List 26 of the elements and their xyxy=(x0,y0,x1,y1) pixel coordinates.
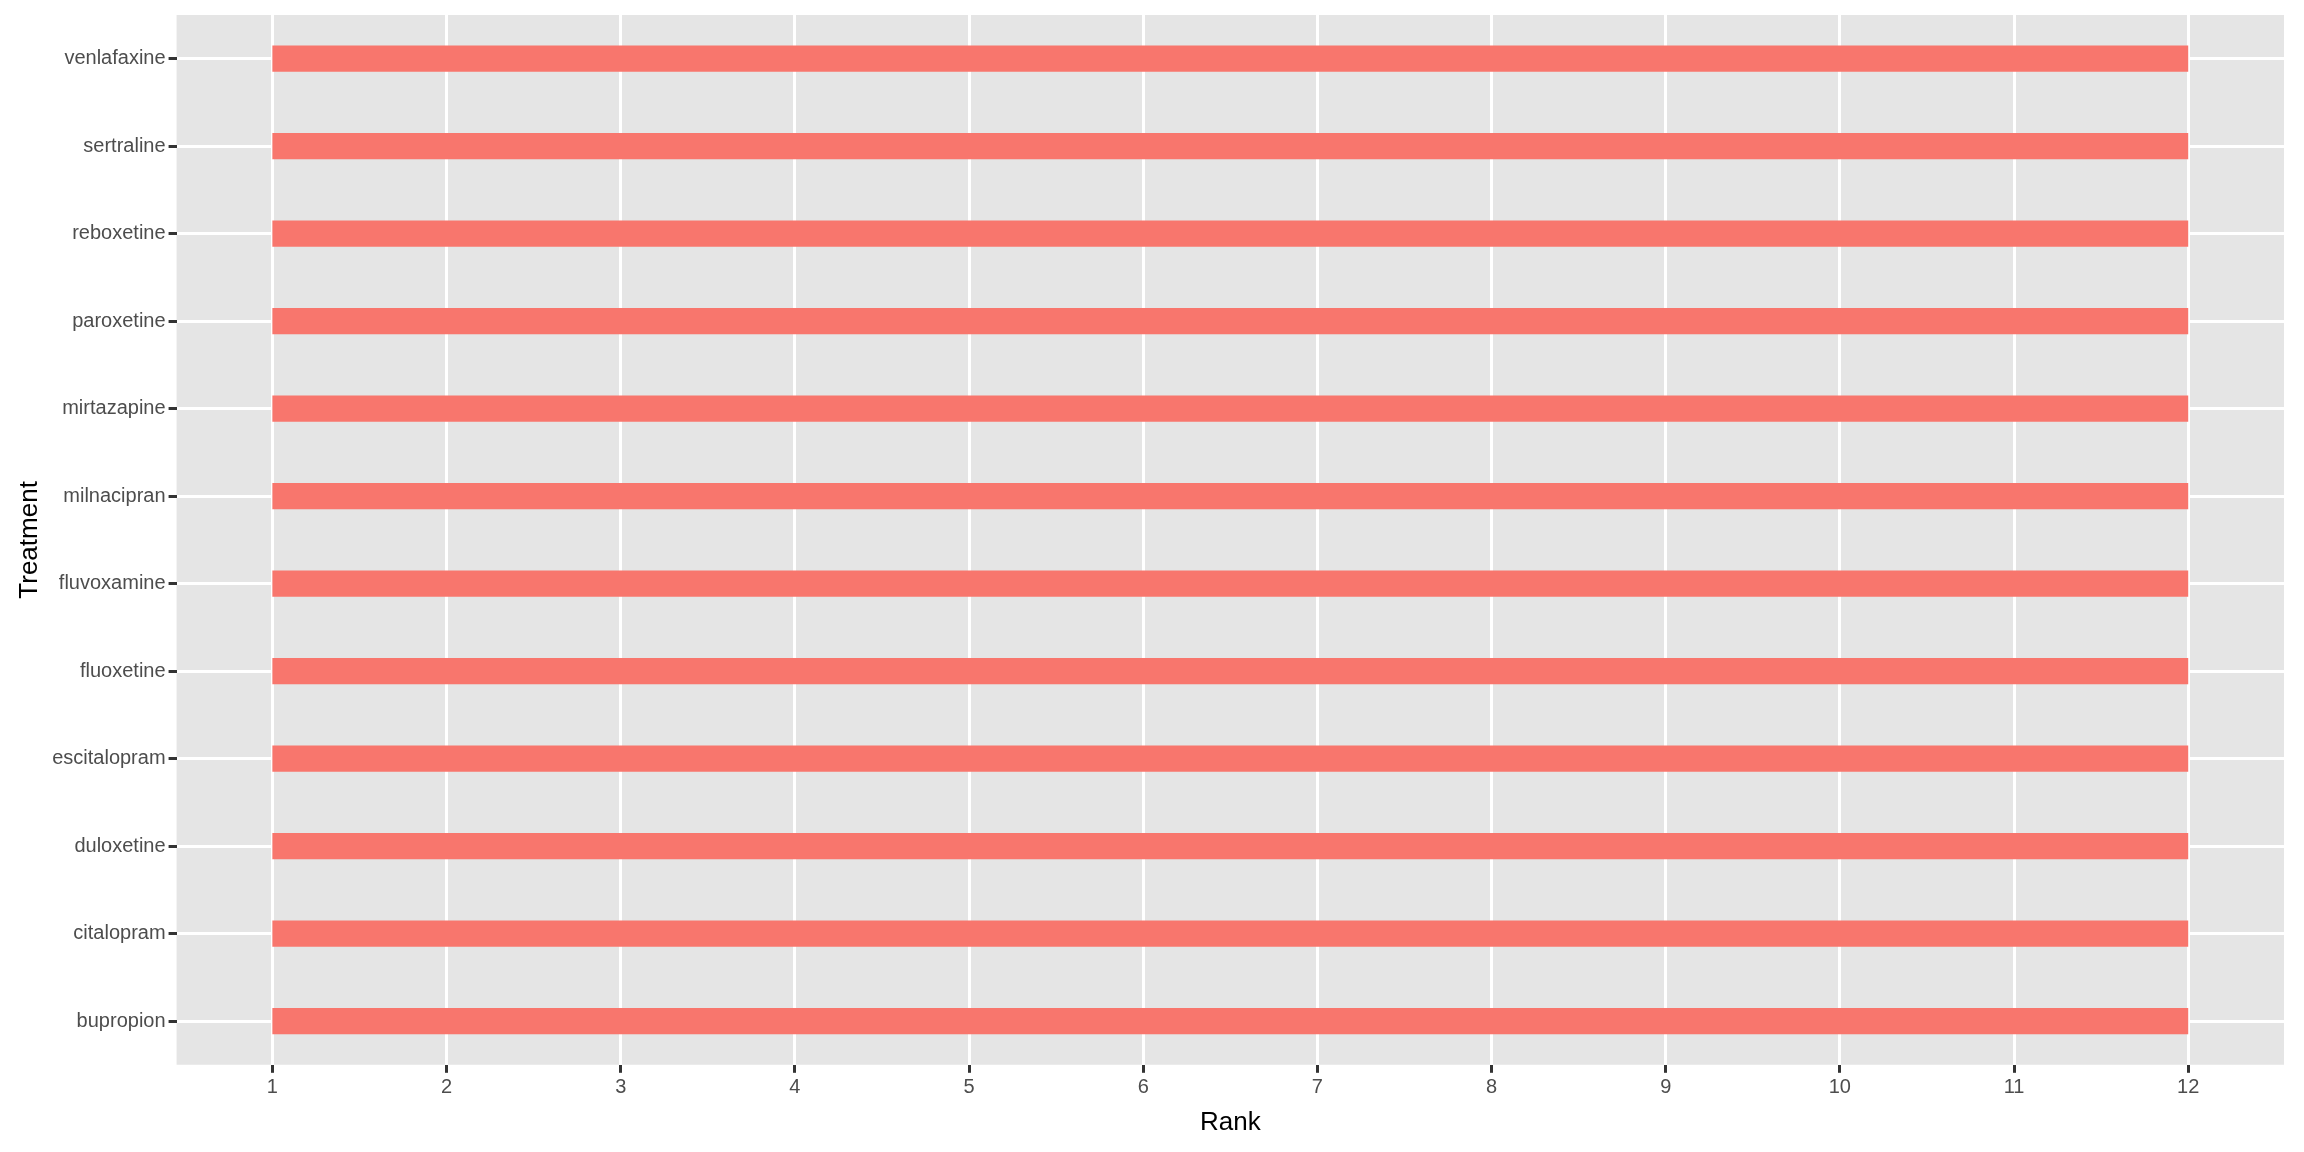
x-tick-label: 9 xyxy=(1660,1075,1672,1098)
x-tick-label: 8 xyxy=(1485,1075,1498,1098)
y-tick-label: duloxetine xyxy=(74,833,166,856)
x-tick-label: 6 xyxy=(1137,1075,1149,1098)
y-tick-label: venlafaxine xyxy=(64,46,166,69)
y-tick-label: bupropion xyxy=(76,1008,166,1031)
x-tick-label: 7 xyxy=(1311,1075,1323,1098)
x-tick-label: 10 xyxy=(1828,1075,1851,1098)
y-tick-label: escitalopram xyxy=(52,746,166,769)
x-tick-label: 5 xyxy=(963,1075,975,1098)
x-tick-label: 1 xyxy=(266,1075,278,1098)
y-tick-label: fluoxetine xyxy=(79,658,166,681)
x-axis-title: Rank xyxy=(1199,1105,1262,1136)
y-tick-label: mirtazapine xyxy=(62,396,166,419)
y-tick-label: reboxetine xyxy=(72,221,166,244)
y-tick-label: sertraline xyxy=(83,133,166,156)
x-tick-label: 12 xyxy=(2177,1075,2200,1098)
y-tick-label: milnacipran xyxy=(63,483,166,506)
x-tick-label: 3 xyxy=(615,1075,627,1098)
x-tick-label: 2 xyxy=(440,1075,453,1098)
y-tick-label: citalopram xyxy=(73,921,166,944)
y-tick-label: paroxetine xyxy=(72,308,166,331)
x-tick-label: 4 xyxy=(789,1075,801,1098)
y-tick-label: fluvoxamine xyxy=(58,571,166,594)
x-tick-label: 11 xyxy=(2003,1075,2025,1098)
y-axis-title: Treatment xyxy=(12,480,43,599)
